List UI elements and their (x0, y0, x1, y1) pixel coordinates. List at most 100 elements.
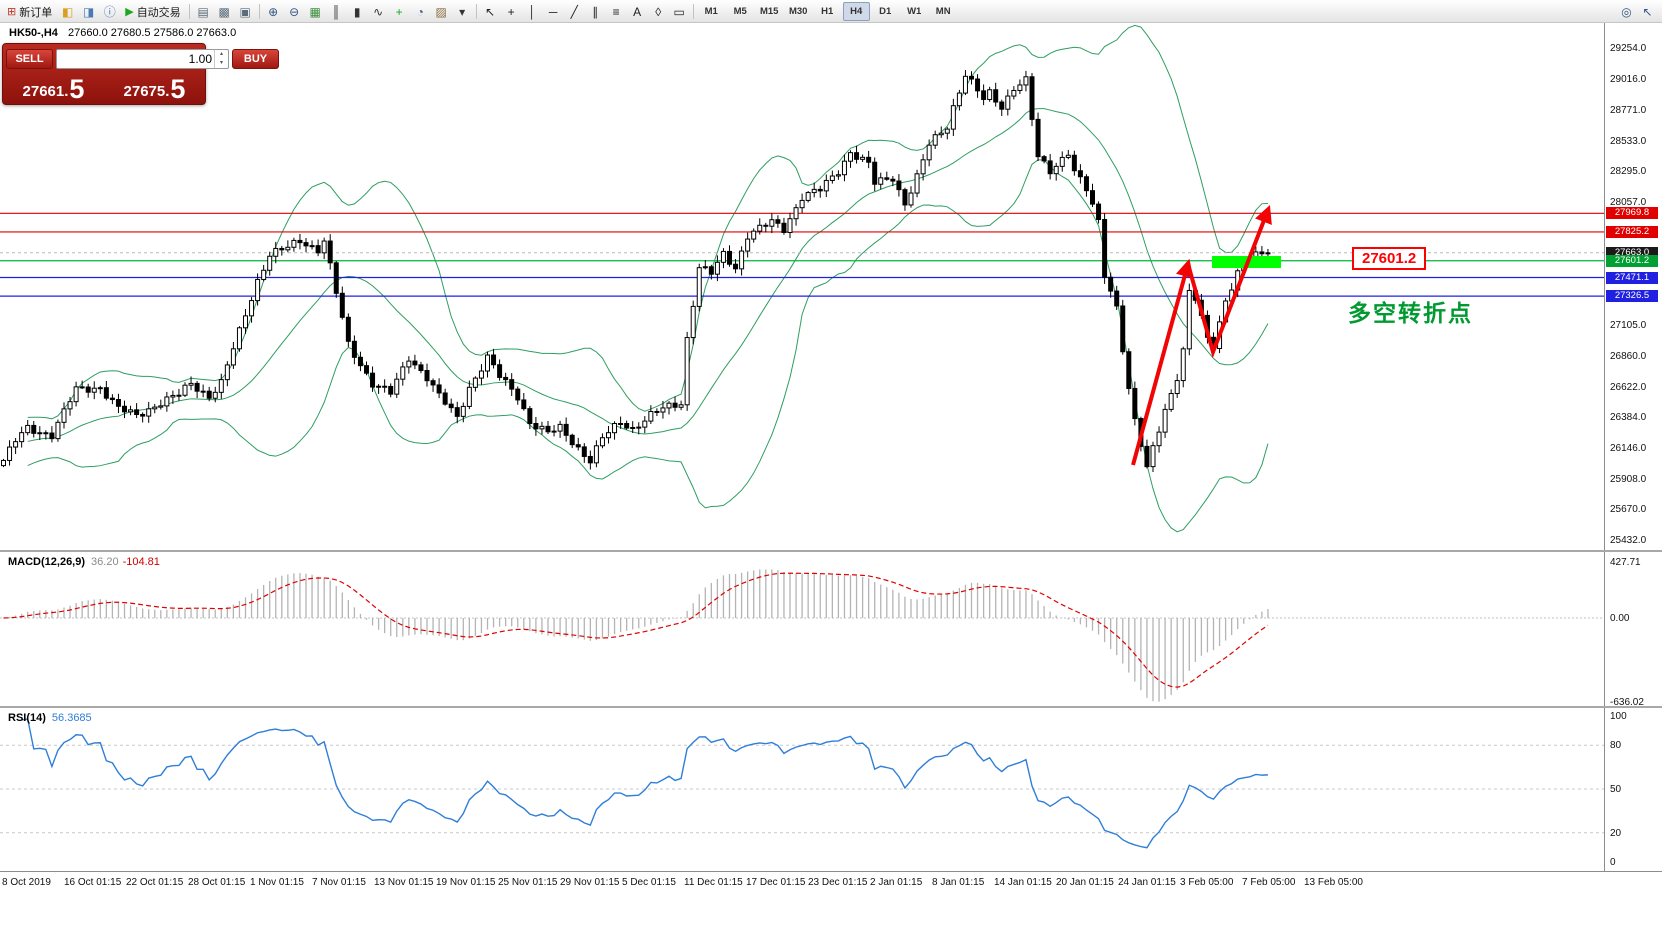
time-axis-label: 2 Jan 01:15 (870, 877, 923, 888)
time-axis-label: 24 Jan 01:15 (1118, 877, 1176, 888)
volume-down-button[interactable]: ▾ (219, 59, 223, 66)
rsi-scale-label: 100 (1610, 711, 1627, 722)
new-chart-icon[interactable]: ▤ (193, 2, 214, 21)
line-chart-icon[interactable]: ∿ (368, 2, 389, 21)
timeframe-button-h4[interactable]: H4 (842, 2, 870, 21)
timeframe-button-m5[interactable]: M5 (733, 6, 747, 17)
time-axis-label: 11 Dec 01:15 (684, 877, 743, 888)
channel-icon[interactable]: ∥ (585, 2, 606, 21)
macd-scale-label: -636.02 (1610, 696, 1644, 708)
tile-windows-icon[interactable]: ▣ (235, 2, 256, 21)
fibonacci-icon[interactable]: ≡ (606, 2, 627, 21)
price-scale[interactable] (1604, 23, 1662, 871)
bar-chart-icon: ║ (331, 4, 341, 19)
time-axis[interactable]: 8 Oct 2019 16 Oct 01:15 22 Oct 01:15 28 Oct… (0, 871, 1662, 895)
new-chart-icon: ▤ (197, 4, 209, 19)
time-axis-label: 5 Dec 01:15 (622, 877, 676, 888)
sell-button[interactable]: SELL (6, 48, 53, 69)
macd-scale-label: 0.00 (1610, 613, 1630, 624)
time-axis-label: 20 Jan 01:15 (1056, 877, 1114, 888)
timeframe-button-d1[interactable]: D1 (879, 6, 892, 17)
rsi-scale-label: 50 (1610, 784, 1622, 795)
periods-icon[interactable]: ◔ (410, 2, 431, 21)
price-scale-label: 28533.0 (1610, 135, 1647, 147)
metaeditor-icon[interactable]: ◧ (57, 2, 78, 21)
price-scale-label: 29016.0 (1610, 73, 1647, 85)
volume-input[interactable] (57, 51, 214, 66)
new-order-button[interactable]: ⊞ 新订单 (2, 2, 57, 21)
zoom-out-icon[interactable]: ⊖ (284, 2, 305, 21)
rsi-name: RSI(14) (8, 712, 46, 724)
trendline-icon[interactable]: ╱ (564, 2, 585, 21)
candlestick-chart-icon: ▮ (353, 4, 361, 19)
toolbar-separator (258, 4, 260, 19)
zoom-in-icon[interactable]: ⊕ (263, 2, 284, 21)
price-scale-label: 26860.0 (1610, 351, 1647, 363)
data-window-icon[interactable]: ⓘ (99, 2, 120, 21)
price-scale-label: 25908.0 (1610, 473, 1647, 485)
time-axis-label: 7 Feb 05:00 (1242, 877, 1296, 888)
price-callout-box[interactable]: 27601.2 (1352, 247, 1427, 270)
macd-pane[interactable] (0, 569, 1604, 702)
rsi-pane[interactable] (0, 718, 1604, 849)
toolbar-more-icon[interactable]: ▾ (452, 2, 473, 21)
chart-title: HK50-,H4 27660.0 27680.5 27586.0 27663.0 (9, 27, 236, 39)
label-icon[interactable]: ◊ (648, 2, 669, 21)
price-badge: 27326.5 (1606, 290, 1658, 303)
sell-price[interactable]: 27661. 5 (3, 70, 104, 104)
vertical-line-icon[interactable]: │ (522, 2, 543, 21)
toolbar-more-icon: ▾ (459, 4, 466, 19)
crosshair-icon: + (507, 4, 515, 19)
vertical-line-icon: │ (528, 4, 536, 19)
turning-point-note[interactable]: 多空转折点 (1348, 300, 1473, 326)
grid-icon[interactable]: ▦ (305, 2, 326, 21)
shapes-icon[interactable]: ▭ (669, 2, 690, 21)
ohlc-values: 27660.0 27680.5 27586.0 27663.0 (67, 27, 237, 39)
volume-up-button[interactable]: ▴ (219, 50, 223, 57)
cursor-icon[interactable]: ↖ (480, 2, 501, 21)
time-axis-label: 25 Nov 01:15 (498, 877, 558, 888)
candlestick-chart-icon[interactable]: ▮ (347, 2, 368, 21)
buy-price[interactable]: 27675. 5 (104, 70, 205, 104)
price-badge: 27969.8 (1606, 207, 1658, 220)
crosshair-icon[interactable]: + (501, 2, 522, 21)
timeframe-button-m15[interactable]: M15 (759, 6, 779, 17)
horizontal-line-icon[interactable]: ─ (543, 2, 564, 21)
buy-button[interactable]: BUY (232, 48, 279, 69)
macd-indicator-label: MACD(12,26,9) 36.20 -104.81 (8, 556, 160, 568)
price-scale-label: 26384.0 (1610, 412, 1647, 424)
market-watch-icon[interactable]: ◨ (78, 2, 99, 21)
trend-arrow-up-2[interactable] (1186, 204, 1272, 359)
pane-separator-macd[interactable] (0, 550, 1662, 552)
text-icon[interactable]: A (627, 2, 648, 21)
indicators-add-icon[interactable]: + (389, 2, 410, 21)
macd-scale-label: 427.71 (1610, 556, 1641, 568)
price-scale-label: 28771.0 (1610, 105, 1647, 117)
price-scale-label: 29254.0 (1610, 43, 1647, 54)
rsi-scale-label: 80 (1610, 740, 1622, 752)
price-scale-label: 28295.0 (1610, 166, 1647, 178)
price-scale-label: 27105.0 (1610, 319, 1647, 331)
timeframe-button-m30[interactable]: M30 (788, 6, 808, 17)
help-cursor-icon[interactable]: ↖ (1637, 2, 1658, 21)
macd-signal-value: -104.81 (122, 556, 160, 568)
timeframe-button-w1[interactable]: W1 (907, 6, 922, 17)
time-axis-label: 17 Dec 01:15 (746, 877, 806, 888)
price-pane[interactable] (0, 24, 1604, 533)
tile-windows-icon: ▣ (239, 4, 251, 19)
trend-arrow-up-1[interactable] (1131, 258, 1194, 466)
toolbar-separator (475, 4, 477, 19)
timeframe-button-mn[interactable]: MN (935, 6, 951, 17)
profiles-icon[interactable]: ▩ (214, 2, 235, 21)
market-watch-icon: ◨ (83, 4, 95, 19)
timeframe-button-h1[interactable]: H1 (821, 6, 834, 17)
metaeditor-icon: ◧ (62, 4, 74, 19)
buy-price-main: 27675. (123, 83, 170, 100)
autotrading-button[interactable]: ▶ 自动交易 (120, 2, 185, 21)
bar-chart-icon[interactable]: ║ (326, 2, 347, 21)
timeframe-button-m1[interactable]: M1 (704, 6, 718, 17)
pane-separator-rsi[interactable] (0, 706, 1662, 708)
search-icon[interactable]: ◎ (1616, 2, 1637, 21)
templates-icon[interactable]: ▨ (431, 2, 452, 21)
